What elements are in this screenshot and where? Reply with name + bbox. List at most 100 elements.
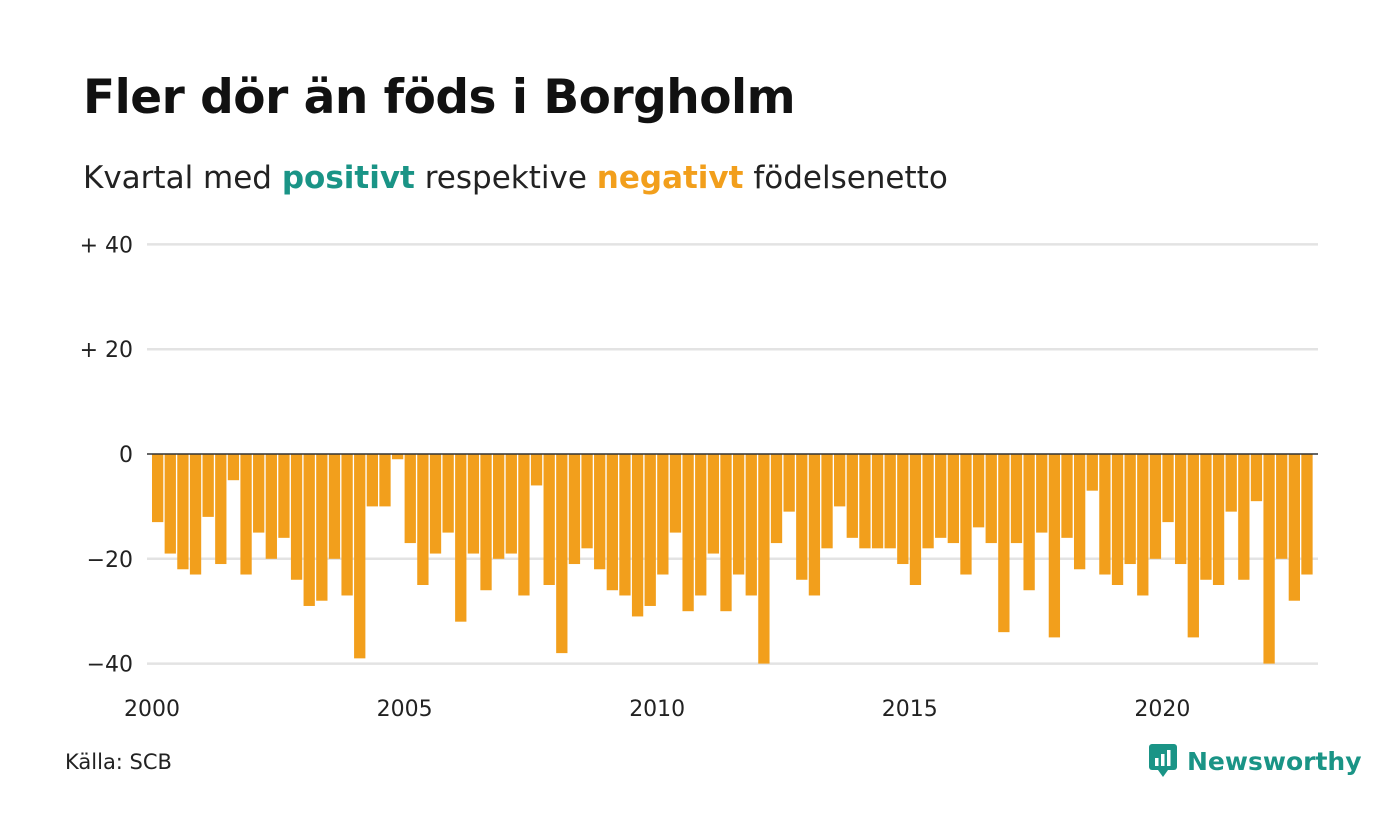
bar [732, 454, 745, 575]
bar [568, 454, 581, 565]
bar [1036, 454, 1048, 533]
bar [846, 454, 858, 538]
bar [669, 454, 682, 533]
bar [631, 454, 644, 617]
bar [1200, 454, 1212, 580]
bar [695, 454, 707, 596]
bar [1263, 454, 1275, 664]
bar [657, 454, 669, 575]
bar [1111, 454, 1124, 585]
bar [391, 454, 404, 460]
bar [1175, 454, 1187, 565]
bar [985, 454, 997, 544]
bar [707, 454, 720, 554]
bar [1137, 454, 1149, 596]
bar [518, 454, 530, 596]
bar [770, 454, 783, 544]
bar [164, 454, 176, 554]
bar [227, 454, 240, 481]
bar [1149, 454, 1162, 559]
bar [1276, 454, 1288, 559]
bar [152, 454, 164, 523]
bar [897, 454, 909, 565]
bar [783, 454, 795, 512]
bar [1238, 454, 1250, 580]
bar [1124, 454, 1136, 565]
bar [834, 454, 846, 507]
bar [606, 454, 618, 591]
x-tick-label: 2015 [882, 697, 938, 722]
x-tick-label: 2020 [1134, 697, 1190, 722]
x-tick-label: 2000 [124, 697, 180, 722]
bar [644, 454, 656, 606]
bar [1086, 454, 1098, 491]
source-note: Källa: SCB [65, 750, 172, 774]
bar [998, 454, 1010, 633]
bar [530, 454, 543, 486]
subtitle-prefix: Kvartal med [83, 160, 282, 196]
bar [1162, 454, 1174, 523]
bar [682, 454, 694, 612]
bar [379, 454, 391, 507]
bar [341, 454, 353, 596]
bar [947, 454, 959, 544]
y-tick-label: + 20 [80, 338, 133, 363]
y-tick-label: + 40 [80, 233, 133, 258]
bar [922, 454, 934, 549]
bar [467, 454, 480, 554]
bar [1301, 454, 1313, 575]
bar [1061, 454, 1073, 538]
bar [1225, 454, 1237, 512]
bar [253, 454, 265, 533]
bar [328, 454, 341, 559]
bar [960, 454, 972, 575]
bar [1288, 454, 1300, 601]
bar [821, 454, 833, 549]
newsworthy-logo-text: Newsworthy [1187, 746, 1362, 776]
bar [417, 454, 429, 585]
bar [278, 454, 290, 538]
bar [505, 454, 517, 554]
bar [1023, 454, 1035, 591]
bar [240, 454, 252, 575]
newsworthy-logo-icon [1149, 744, 1177, 777]
bar [909, 454, 922, 585]
bar [493, 454, 505, 559]
bar [758, 454, 770, 664]
bar [442, 454, 454, 533]
bar [354, 454, 366, 659]
bar [556, 454, 568, 654]
bar [480, 454, 492, 591]
bar [808, 454, 821, 596]
bar [1073, 454, 1086, 570]
subtitle-suffix: födelsenetto [743, 160, 948, 196]
bar [215, 454, 227, 565]
bar [543, 454, 555, 585]
bar [619, 454, 631, 596]
bar [745, 454, 757, 596]
chart-title: Fler dör än föds i Borgholm [83, 70, 796, 125]
bar [177, 454, 189, 570]
bar [720, 454, 732, 612]
bar [935, 454, 947, 538]
x-tick-label: 2005 [377, 697, 433, 722]
bar [594, 454, 606, 570]
y-tick-label: 0 [119, 443, 133, 468]
bar [796, 454, 808, 580]
bar [1187, 454, 1199, 638]
subtitle-middle: respektive [414, 160, 597, 196]
bar [871, 454, 884, 549]
bar [316, 454, 328, 601]
x-tick-label: 2010 [629, 697, 685, 722]
bar [581, 454, 593, 549]
bar [265, 454, 277, 559]
bar [404, 454, 416, 544]
y-tick-label: −20 [87, 548, 133, 573]
subtitle-positive: positivt [281, 160, 415, 196]
bar [303, 454, 315, 606]
newsworthy-logo: Newsworthy [1148, 743, 1362, 779]
bar [972, 454, 985, 528]
bar [1250, 454, 1263, 502]
bar [455, 454, 467, 622]
